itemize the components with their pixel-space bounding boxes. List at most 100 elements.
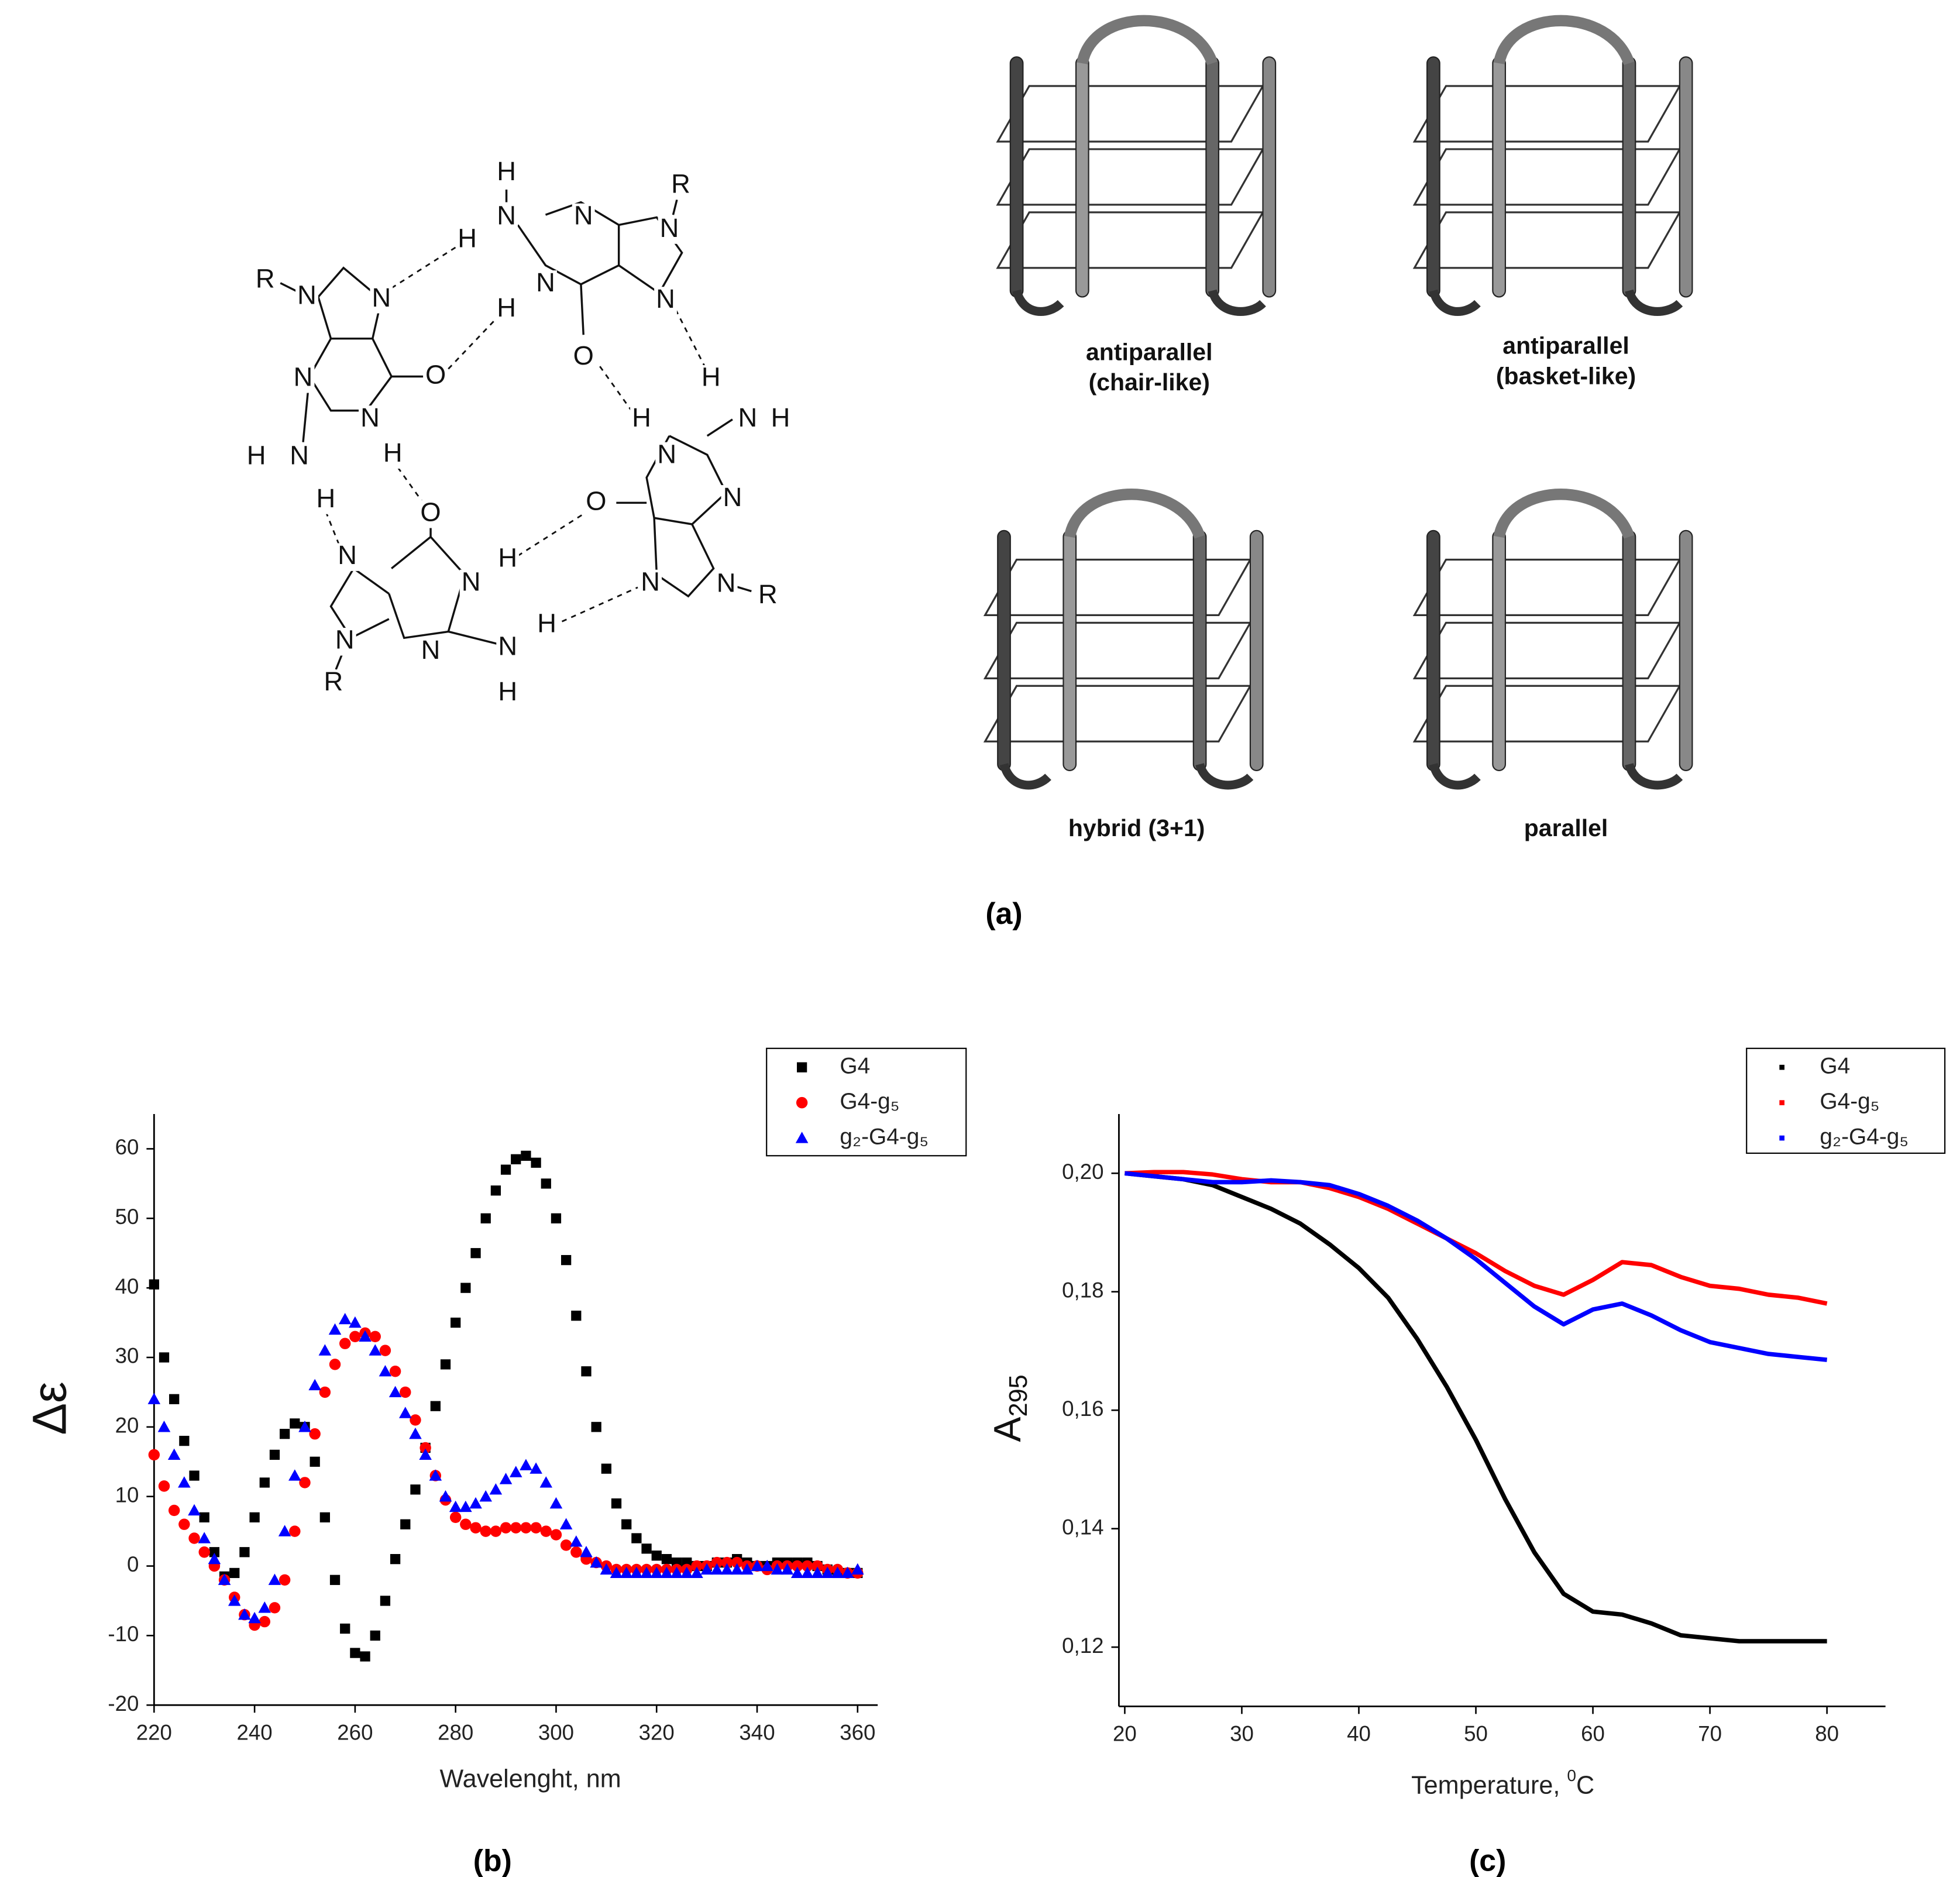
strand [1249,530,1264,771]
marker [289,1525,301,1537]
marker [338,1312,352,1325]
atom-label: N [497,200,516,230]
atom-label: H [497,293,516,322]
marker [801,1566,814,1579]
marker [350,1648,360,1658]
marker [802,1560,813,1572]
strand [1009,56,1024,298]
atom-bg [721,485,744,513]
atom-bg [495,159,518,187]
marker [651,1551,662,1561]
marker [490,1525,502,1537]
marker [640,1566,653,1579]
marker [439,1490,452,1502]
marker [319,1386,331,1398]
marker [409,1427,422,1439]
loop [1208,289,1266,316]
atom-label: N [656,284,675,314]
y-tick-label: 0,20 [1062,1160,1103,1184]
marker [258,1601,271,1613]
marker [641,1543,652,1554]
x-tick-label: 360 [840,1721,875,1745]
strand [1205,56,1220,298]
atom-bg [658,216,681,244]
loop [1077,15,1218,66]
atom-label: H [383,438,403,467]
atom-bg [333,628,356,656]
marker [821,1566,834,1579]
x-axis-title-sup: 0 [1567,1767,1576,1785]
marker [560,1539,572,1551]
marker [340,1623,350,1634]
marker [509,1466,522,1477]
marker [369,1344,382,1356]
g-quartet-plane [996,211,1265,269]
g-quartet-plane [983,621,1252,679]
atom-bg [370,286,393,314]
atom-label: N [641,566,660,596]
strand [1426,530,1440,771]
g-quartet-plane [1412,85,1682,143]
marker [159,1352,170,1363]
atom-bg [572,343,595,372]
marker [178,1518,190,1530]
marker [329,1359,341,1370]
marker [209,1547,220,1558]
atom-bg [291,365,315,393]
g-quartet-plane [1412,685,1682,742]
marker [561,1254,572,1266]
marker [600,1563,613,1575]
marker [440,1359,451,1370]
atom-label: H [317,483,336,513]
marker [360,1651,370,1662]
marker [540,1525,552,1537]
loop [1195,762,1254,790]
quadruplex-label: antiparallel [1502,332,1629,359]
marker [398,1407,412,1418]
atom-label: R [256,263,275,293]
loop [1625,289,1683,316]
atom-label: N [536,267,555,297]
atom-bg [699,365,723,393]
atom-label: N [297,280,317,310]
marker [400,1519,411,1529]
x-axis-title-text: Wavelenght, nm [439,1765,621,1793]
marker [269,1602,281,1614]
marker [531,1157,541,1168]
y-tick-label: 10 [115,1483,139,1507]
loop [1493,489,1635,539]
marker [229,1567,240,1579]
atom-label: N [574,200,593,230]
marker [841,1566,854,1579]
quadruplex [983,489,1264,790]
x-tick-label: 340 [739,1721,775,1745]
atom-bg [496,545,520,574]
marker [680,1566,693,1579]
atom-bg [654,287,677,315]
marker [158,1480,170,1492]
x-tick-label: 30 [1230,1722,1254,1746]
legend-label: G4-g₅ [1820,1089,1879,1114]
y-tick-label: -20 [108,1692,139,1716]
atom-bg [769,405,792,434]
quadruplex-label: parallel [1524,814,1608,841]
marker [259,1477,270,1488]
marker [511,1154,521,1164]
marker [489,1483,503,1495]
y-axis-title: A295 [986,1374,1033,1442]
marker [198,1546,210,1558]
marker [309,1428,321,1440]
marker [571,1311,582,1321]
atom-bg [496,679,520,707]
strand [1426,56,1440,298]
marker [630,1566,643,1579]
atom-bg [655,442,679,470]
loop [1012,289,1064,316]
marker [731,1556,743,1569]
atom-label: O [573,341,594,370]
atom-bg [756,582,779,610]
marker [460,1518,472,1530]
strand [1492,530,1507,771]
marker [449,1511,462,1524]
